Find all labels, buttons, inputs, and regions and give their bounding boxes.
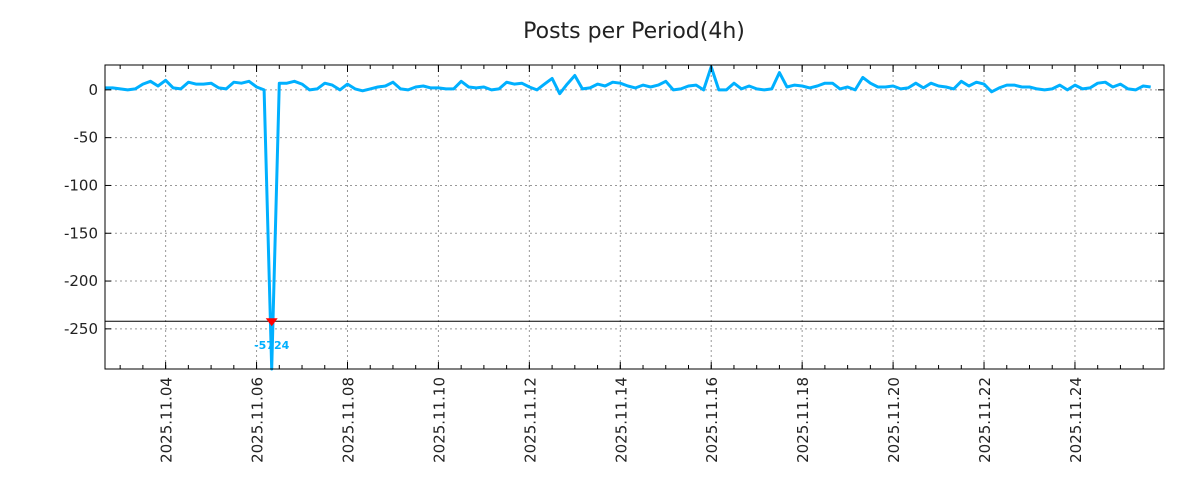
x-tick-label: 2025.11.20 [885, 377, 903, 463]
grid [105, 65, 1164, 369]
x-tick-label: 2025.11.16 [703, 377, 721, 463]
plot-frame [104, 64, 1165, 370]
ticks-layer: 0 -50 -100 -150 -200 -250 2025.11.04 2025.11.06… [64, 65, 1164, 463]
y-tick-label: -250 [64, 320, 98, 338]
x-tick-label: 2025.11.08 [339, 377, 357, 463]
series-line-posts [105, 65, 1151, 371]
y-tick-label: -50 [74, 129, 99, 147]
y-tick-label: -100 [64, 176, 98, 194]
min-marker-label: -5724 [254, 339, 290, 352]
min-marker [265, 318, 278, 327]
x-tick-label: 2025.11.24 [1067, 377, 1085, 463]
x-tick-label: 2025.11.22 [976, 377, 994, 463]
chart-title: Posts per Period(4h) [523, 19, 745, 44]
x-tick-label: 2025.11.12 [521, 377, 539, 463]
x-tick-label: 2025.11.18 [794, 377, 812, 463]
y-tick-label: -150 [64, 224, 98, 242]
series-layer: -5724 [105, 65, 1164, 371]
x-tick-label: 2025.11.04 [158, 377, 176, 463]
y-tick-label: -200 [64, 272, 98, 290]
x-tick-label: 2025.11.14 [612, 377, 630, 463]
x-tick-label: 2025.11.10 [430, 377, 448, 463]
x-tick-label: 2025.11.06 [249, 377, 267, 463]
y-tick-label: 0 [88, 81, 98, 99]
